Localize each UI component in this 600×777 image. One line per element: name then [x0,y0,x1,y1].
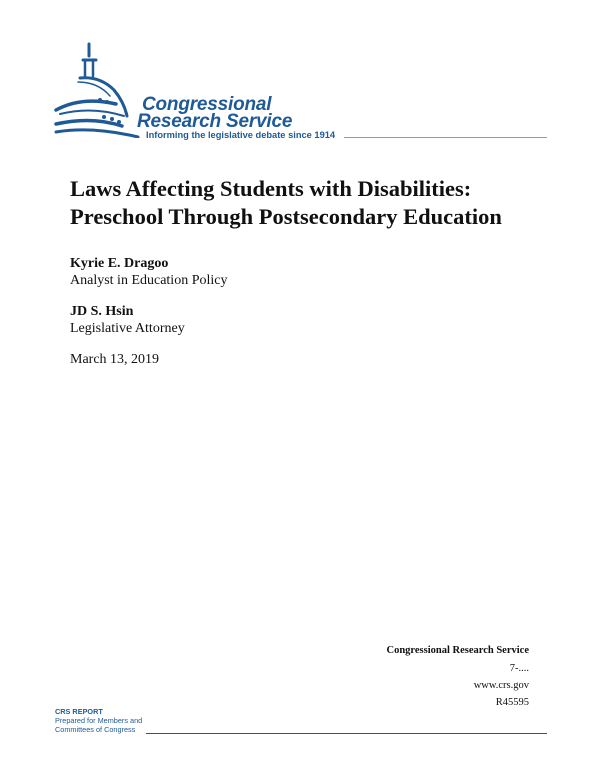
publisher-website: www.crs.gov [473,680,529,691]
footer-line2: Committees of Congress [55,725,136,734]
footer-line1: Prepared for Members and [55,716,143,725]
footer-rule [146,733,547,734]
author-name: Kyrie E. Dragoo [70,256,169,271]
crs-report-label: CRS REPORT [55,707,103,716]
logo-congressional: Congressional [142,94,272,115]
report-number: R45595 [495,697,529,708]
publisher-phone: 7-.... [509,663,529,674]
header-rule [344,137,547,138]
author-name: JD S. Hsin [70,304,134,319]
document-title-line1: Laws Affecting Students with Disabilitie… [70,176,472,201]
publisher-name: Congressional Research Service [386,645,529,656]
author-role: Analyst in Education Policy [70,273,228,288]
document-title-line2: Preschool Through Postsecondary Educatio… [70,204,502,229]
logo-research-service: Research Service [137,111,293,132]
logo-tagline: Informing the legislative debate since 1… [146,130,336,140]
document-date: March 13, 2019 [70,352,160,367]
author-role: Legislative Attorney [70,321,185,336]
capitol-dome-icon [54,42,140,138]
